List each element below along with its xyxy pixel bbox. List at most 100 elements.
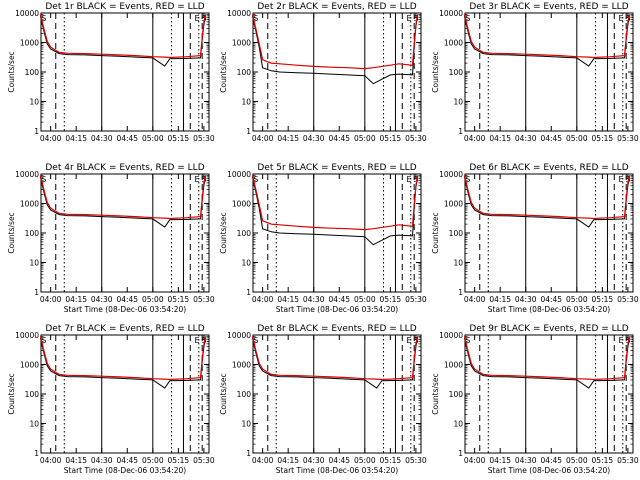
x-tick-label: 04:15 [277, 295, 299, 304]
y-axis-label: Counts/sec [7, 212, 16, 253]
y-tick-label: 1 [34, 449, 39, 458]
x-tick-label: 04:45 [540, 295, 562, 304]
x-tick-label: 04:30 [515, 134, 537, 143]
x-tick-label: 04:00 [40, 134, 62, 143]
x-tick-label: 04:45 [116, 456, 138, 465]
x-tick-label: 04:00 [464, 456, 486, 465]
y-tick-label: 10000 [15, 331, 39, 340]
series-lld-line [463, 175, 631, 220]
y-tick-label: 100 [449, 229, 464, 238]
series-lld-line [251, 336, 419, 381]
series-events-line [251, 176, 419, 246]
y-tick-label: 1 [246, 449, 251, 458]
x-tick-label: 04:45 [328, 456, 350, 465]
series-events-line [39, 176, 207, 228]
panel-title: Det 1r BLACK = Events, RED = LLD [45, 2, 204, 12]
y-tick-label: 1000 [232, 361, 251, 370]
x-tick-label: 04:15 [65, 295, 87, 304]
panel-det-3r: Det 3r BLACK = Events, RED = LLD 1 10 100 10… [431, 2, 639, 143]
marker-label: E [619, 14, 624, 23]
y-tick-label: 1 [458, 288, 463, 297]
y-tick-label: 1000 [444, 39, 463, 48]
y-tick-label: 10000 [439, 170, 463, 179]
x-tick-label: 04:30 [515, 295, 537, 304]
series-events-line [251, 337, 419, 389]
y-tick-label: 1 [246, 288, 251, 297]
y-tick-label: 10 [241, 420, 251, 429]
x-tick-label: 05:00 [566, 456, 588, 465]
series-lld-line [39, 14, 207, 59]
marker-label: S [253, 175, 258, 184]
panel-title: Det 2r BLACK = Events, RED = LLD [257, 2, 416, 12]
y-axis-label: Counts/sec [219, 373, 228, 414]
x-tick-label: 04:45 [116, 134, 138, 143]
x-tick-label: 04:30 [91, 456, 113, 465]
x-tick-label: 04:00 [252, 456, 274, 465]
x-tick-label: 05:15 [592, 295, 614, 304]
y-tick-label: 100 [449, 390, 464, 399]
series-events-line [39, 337, 207, 389]
y-tick-label: 10000 [227, 9, 251, 18]
x-tick-label: 05:15 [380, 295, 402, 304]
marker-label: E [619, 175, 624, 184]
x-axis-label: Start Time (08-Dec-06 03:54:20) [64, 305, 186, 314]
x-tick-label: 05:15 [592, 456, 614, 465]
y-tick-label: 10000 [15, 9, 39, 18]
panel-det-9r: Det 9r BLACK = Events, RED = LLD 1 10 100 10… [431, 324, 639, 475]
x-tick-label: 04:45 [540, 456, 562, 465]
y-tick-label: 1000 [232, 200, 251, 209]
y-tick-label: 10 [241, 98, 251, 107]
x-axis-label: Start Time (08-Dec-06 03:54:20) [64, 466, 186, 475]
x-tick-label: 04:15 [489, 456, 511, 465]
x-tick-label: 05:00 [142, 295, 164, 304]
x-tick-label: 04:15 [277, 134, 299, 143]
marker-label: S [465, 14, 470, 23]
y-tick-label: 1 [458, 449, 463, 458]
x-tick-label: 04:00 [464, 295, 486, 304]
x-tick-label: 04:30 [91, 295, 113, 304]
x-tick-label: 05:00 [354, 456, 376, 465]
x-tick-label: 05:30 [405, 456, 427, 465]
y-axis-label: Counts/sec [7, 373, 16, 414]
y-axis-label: Counts/sec [431, 51, 440, 92]
panel-title: Det 4r BLACK = Events, RED = LLD [45, 163, 204, 173]
marker-label: S [201, 14, 206, 23]
x-axis-label: Start Time (08-Dec-06 03:54:20) [276, 305, 398, 314]
marker-label: S [413, 14, 418, 23]
x-tick-label: 04:00 [464, 134, 486, 143]
y-tick-label: 1 [458, 127, 463, 136]
x-tick-label: 04:45 [116, 295, 138, 304]
x-tick-label: 05:15 [168, 456, 190, 465]
y-axis-label: Counts/sec [431, 373, 440, 414]
marker-label: S [41, 336, 46, 345]
marker-label: S [625, 175, 630, 184]
marker-label: S [625, 14, 630, 23]
y-tick-label: 10000 [15, 170, 39, 179]
x-tick-label: 05:00 [566, 295, 588, 304]
x-tick-label: 04:15 [65, 134, 87, 143]
x-tick-label: 04:15 [489, 134, 511, 143]
y-tick-label: 100 [237, 390, 252, 399]
marker-label: S [413, 336, 418, 345]
x-tick-label: 05:30 [405, 295, 427, 304]
panel-det-7r: Det 7r BLACK = Events, RED = LLD 1 10 100 10… [7, 324, 215, 475]
x-axis-label: Start Time (08-Dec-06 03:54:20) [488, 466, 610, 475]
marker-label: S [413, 175, 418, 184]
y-tick-label: 1000 [232, 39, 251, 48]
panel-det-5r: Det 5r BLACK = Events, RED = LLD 1 10 100 10… [219, 163, 427, 314]
y-tick-label: 10000 [439, 9, 463, 18]
marker-label: S [625, 336, 630, 345]
marker-label: S [201, 175, 206, 184]
x-tick-label: 04:30 [303, 134, 325, 143]
y-tick-label: 1000 [20, 39, 39, 48]
y-tick-label: 1000 [444, 200, 463, 209]
x-tick-label: 04:15 [65, 456, 87, 465]
series-events-line [39, 15, 207, 67]
panel-det-6r: Det 6r BLACK = Events, RED = LLD 1 10 100 10… [431, 163, 639, 314]
x-tick-label: 04:00 [252, 134, 274, 143]
x-tick-label: 04:30 [303, 295, 325, 304]
x-tick-label: 05:30 [193, 134, 215, 143]
x-tick-label: 04:00 [252, 295, 274, 304]
y-tick-label: 10 [453, 420, 463, 429]
marker-label: S [253, 14, 258, 23]
